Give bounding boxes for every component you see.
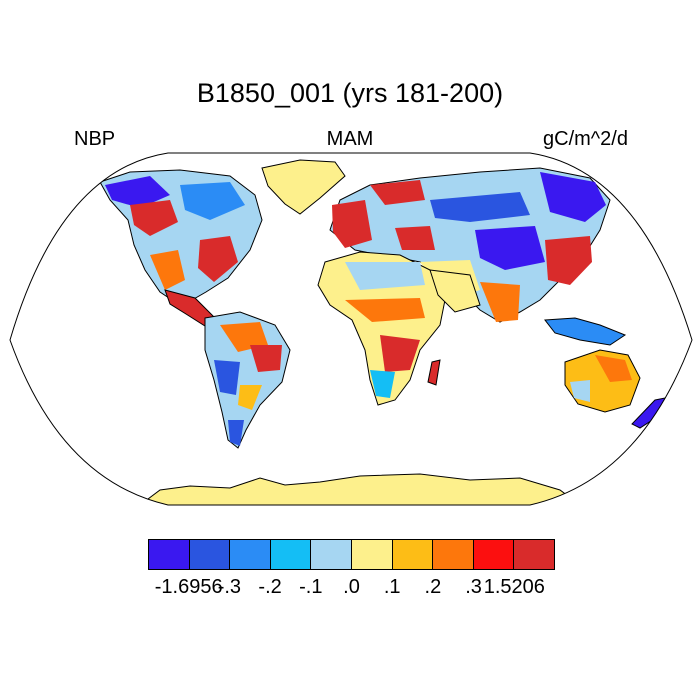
greenland bbox=[261, 159, 346, 215]
colorbar-box bbox=[351, 540, 393, 569]
colorbar-box bbox=[149, 540, 190, 569]
colorbar-tick-label: .2 bbox=[424, 576, 442, 598]
colorbar-box bbox=[473, 540, 515, 569]
colorbar-box bbox=[514, 540, 554, 569]
maritime-southeast-asia bbox=[544, 317, 627, 346]
colorbar-tick-label: -.3 bbox=[217, 576, 242, 598]
colorbar-box bbox=[392, 540, 434, 569]
colorbar-tick-label: 1.5206 bbox=[483, 576, 545, 598]
map-frame bbox=[9, 152, 693, 506]
colorbar-box bbox=[433, 540, 474, 569]
colorbar-tick-label: -.1 bbox=[299, 576, 323, 598]
variable-label: NBP bbox=[74, 128, 116, 150]
madagascar bbox=[427, 359, 441, 386]
colorbar-box bbox=[230, 540, 271, 569]
colorbar-tick-labels: -1.6956 -.3 -.2 -.1 .0 .1 .2 .3 1.5206 bbox=[0, 576, 700, 602]
colorbar-box bbox=[189, 540, 231, 569]
map-title: B1850_001 (yrs 181-200) bbox=[196, 78, 504, 108]
colorbar-tick-label: .0 bbox=[343, 576, 360, 598]
colorbar-tick-label: -1.6956 bbox=[154, 576, 223, 598]
antarctica bbox=[138, 473, 582, 505]
colorbar-tick-label: .1 bbox=[383, 576, 401, 598]
colorbar-tick-label: .3 bbox=[465, 576, 482, 598]
colorbar-tick-label: -.2 bbox=[258, 576, 282, 598]
colorbar-box bbox=[270, 540, 312, 569]
colorbar bbox=[148, 539, 555, 570]
units-label: gC/m^2/d bbox=[543, 128, 628, 150]
season-label: MAM bbox=[326, 128, 374, 150]
colorbar-box bbox=[311, 540, 352, 569]
